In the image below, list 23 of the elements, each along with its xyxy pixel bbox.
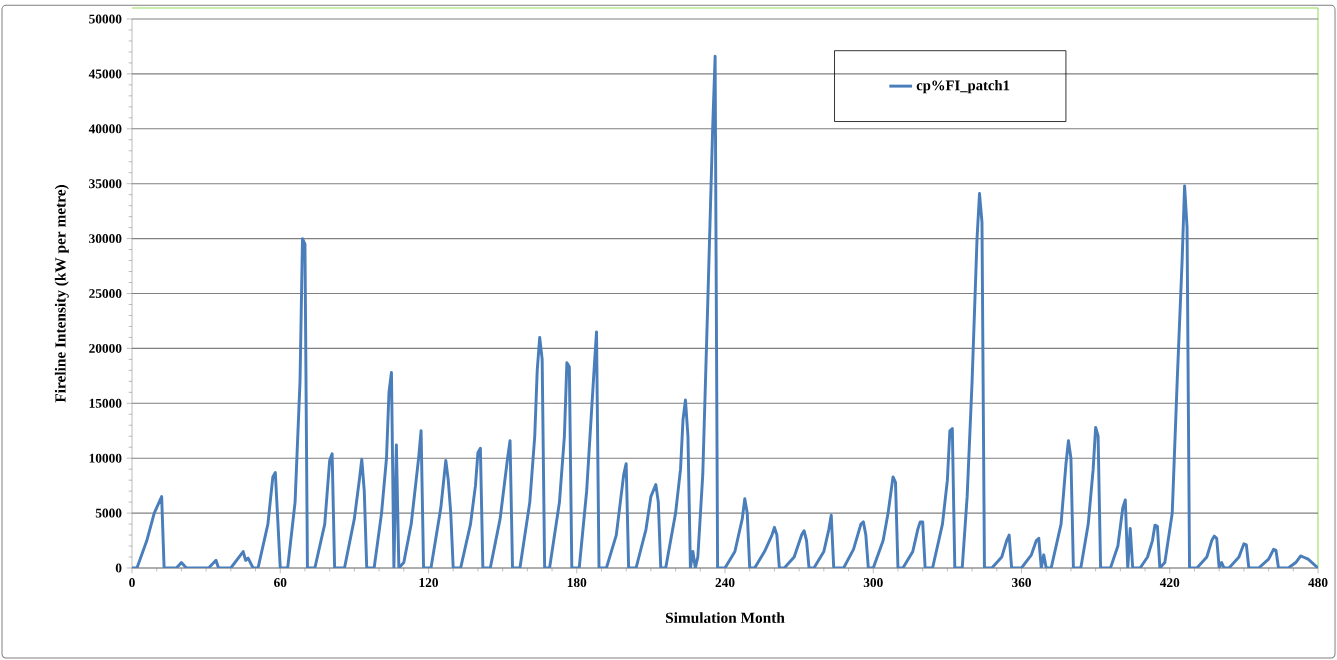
y-axis-title: Fireline Intensity (kW per metre) xyxy=(54,185,69,403)
x-tick-label: 60 xyxy=(274,578,287,588)
x-axis-title: Simulation Month xyxy=(665,612,785,624)
x-tick-label: 420 xyxy=(1159,578,1180,588)
y-tick-label: 0 xyxy=(115,563,122,573)
legend-label: cp%FI_patch1 xyxy=(916,80,1010,94)
y-tick-label: 35000 xyxy=(89,179,122,189)
y-tick-label: 15000 xyxy=(89,398,122,408)
y-tick-label: 30000 xyxy=(89,234,122,244)
x-tick-label: 0 xyxy=(129,578,135,588)
y-tick-label: 10000 xyxy=(89,453,122,463)
x-tick-label: 240 xyxy=(715,578,735,588)
y-tick-label: 25000 xyxy=(89,289,122,298)
y-tick-label: 50000 xyxy=(89,14,122,24)
y-tick-label: 5000 xyxy=(95,508,122,518)
y-tick-label: 45000 xyxy=(88,69,122,79)
x-tick-label: 300 xyxy=(863,578,883,588)
y-tick-label: 20000 xyxy=(89,343,122,353)
x-tick-label: 180 xyxy=(567,578,587,588)
x-tick-label: 480 xyxy=(1308,578,1328,588)
x-tick-label: 120 xyxy=(419,578,439,588)
y-tick-label: 40000 xyxy=(88,124,122,134)
x-tick-label: 360 xyxy=(1012,578,1032,588)
